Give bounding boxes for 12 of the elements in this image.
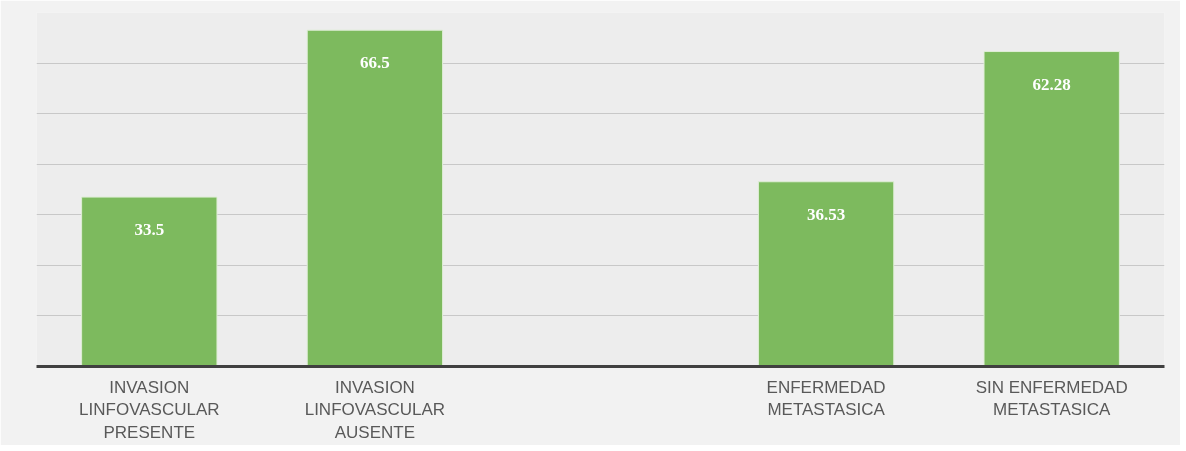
bar xyxy=(983,51,1120,367)
data-label: 62.28 xyxy=(1032,74,1071,94)
x-tick-label: SIN ENFERMEDAD METASTASICA xyxy=(975,377,1128,420)
x-tick-label: INVASION LINFOVASCULAR AUSENTE xyxy=(304,377,446,443)
data-label: 33.5 xyxy=(134,220,165,240)
bar xyxy=(306,29,444,367)
bar xyxy=(757,181,895,367)
x-tick-label: ENFERMEDAD METASTASICA xyxy=(766,377,886,420)
data-label: 66.5 xyxy=(360,53,390,73)
x-tick-label: INVASION LINFOVASCULAR PRESENTE xyxy=(79,377,220,443)
bar xyxy=(81,196,218,367)
data-label: 36.53 xyxy=(806,204,846,224)
